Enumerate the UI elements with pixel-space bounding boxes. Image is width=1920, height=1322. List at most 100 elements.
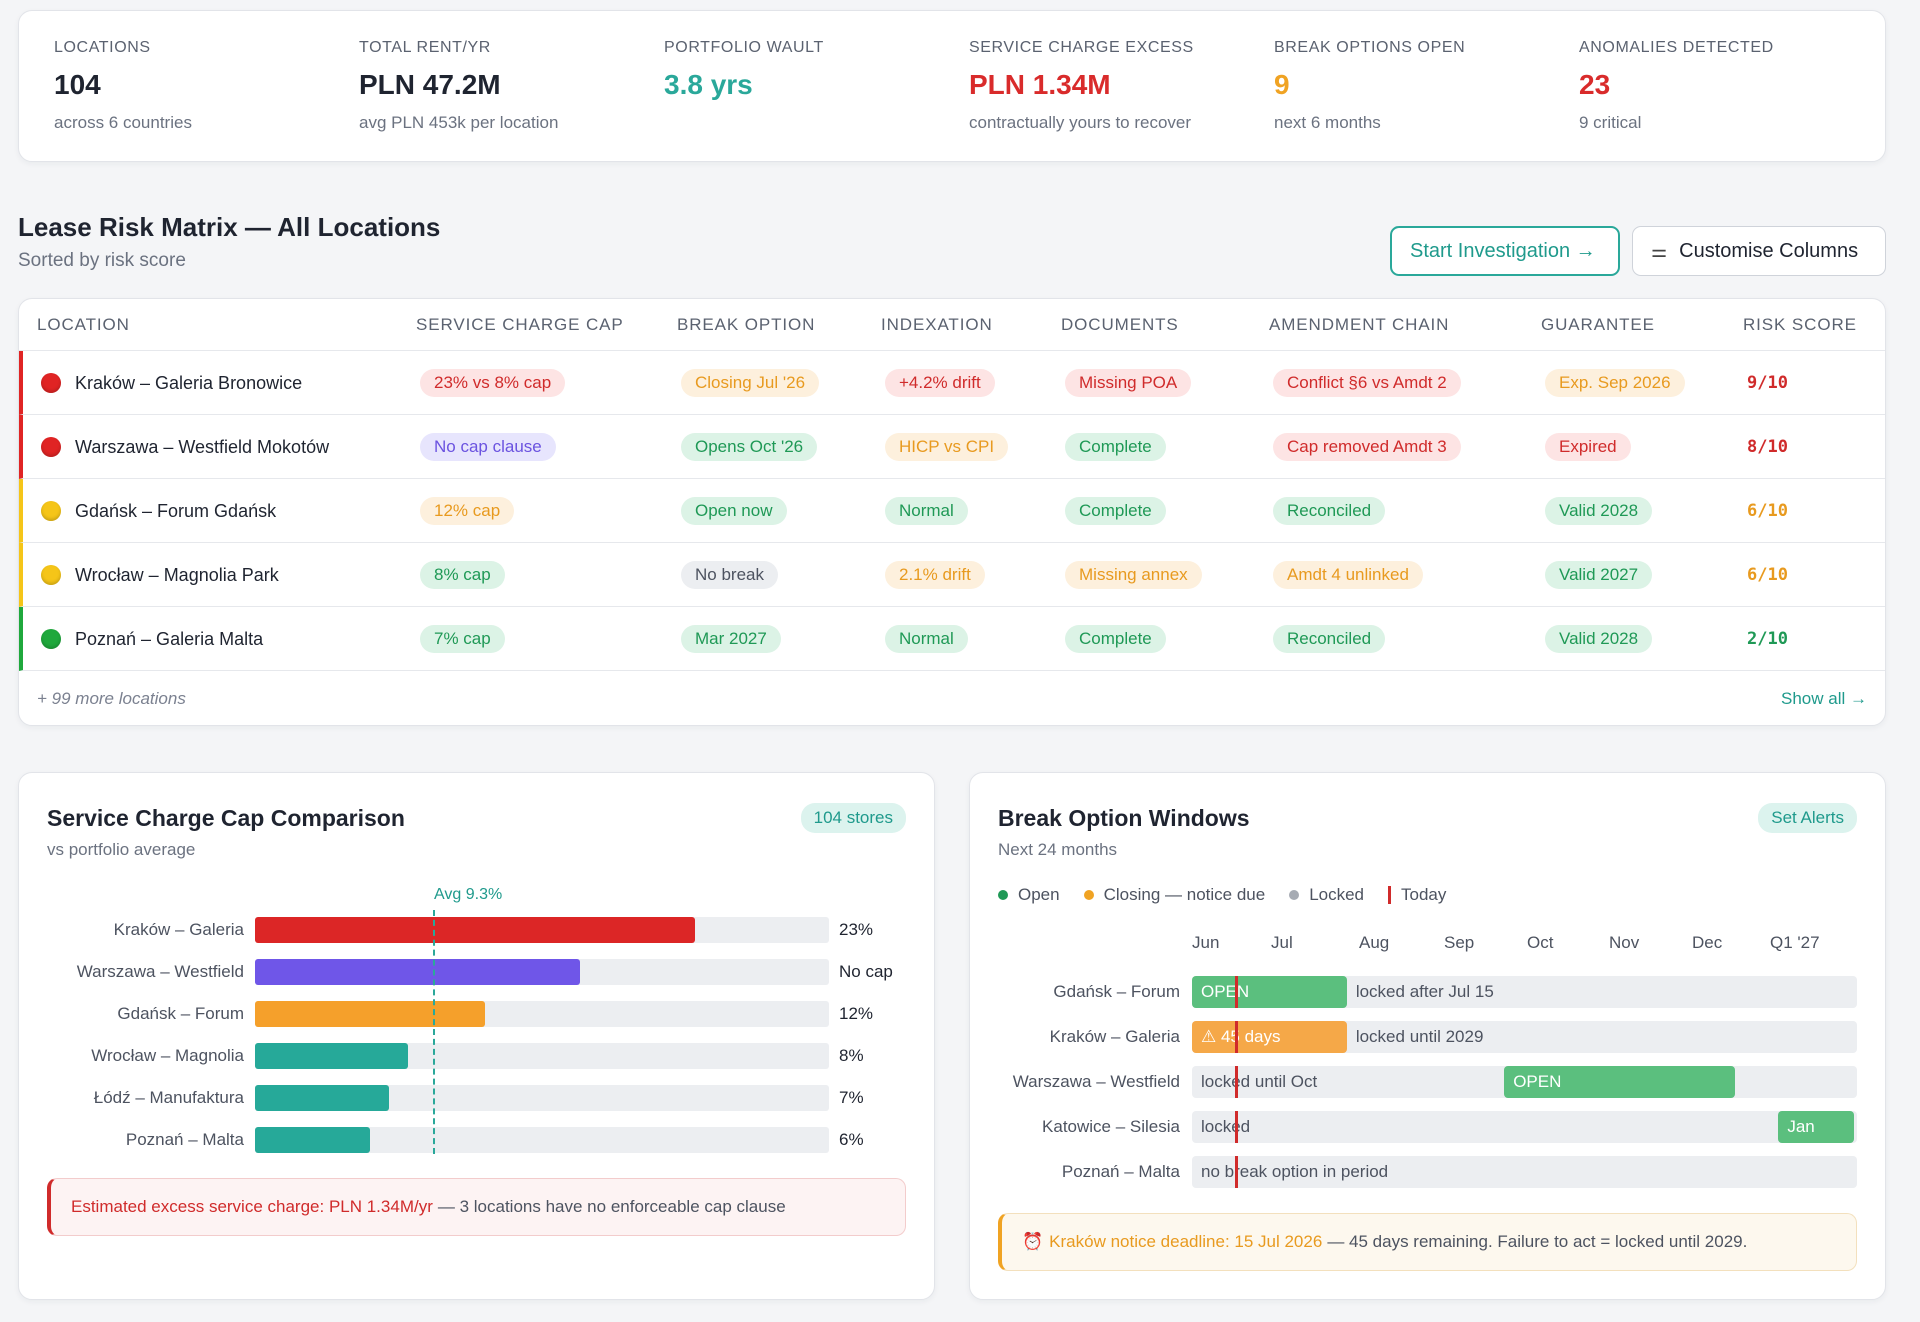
month-tick-label: Oct	[1527, 933, 1554, 952]
legend-bar	[1388, 886, 1392, 904]
location-name[interactable]: Poznań – Galeria Malta	[75, 628, 264, 649]
status-badge: Expired	[1545, 433, 1631, 461]
break-option-cell: Mar 2027	[681, 607, 781, 671]
table-row[interactable]: Poznań – Galeria Malta 7% cap Mar 2027 Norm…	[19, 607, 1885, 671]
today-marker	[1235, 1066, 1239, 1098]
col-header-documents[interactable]: DOCUMENTS	[1061, 314, 1179, 334]
break-window-segment[interactable]: ⚠ 45 days	[1192, 1021, 1347, 1053]
alert-strong: Estimated excess service charge: PLN 1.3…	[71, 1197, 433, 1216]
col-header-indexation[interactable]: INDEXATION	[881, 314, 993, 334]
status-badge: 2.1% drift	[885, 561, 985, 589]
timeline-track: Jan locked	[1192, 1111, 1857, 1143]
alert-strong: Kraków notice deadline: 15 Jul 2026	[1049, 1232, 1323, 1251]
kpi-value: 104	[54, 69, 101, 100]
documents-cell: Missing annex	[1065, 543, 1202, 607]
month-tick-label: Nov	[1609, 933, 1640, 952]
set-alerts-button[interactable]: Set Alerts	[1758, 803, 1857, 833]
average-reference-line	[432, 910, 435, 1154]
start-investigation-button[interactable]: Start Investigation →	[1390, 226, 1620, 276]
amendment-chain-cell: Reconciled	[1273, 479, 1386, 543]
col-header-break-option[interactable]: BREAK OPTION	[677, 314, 816, 334]
guarantee-cell: Valid 2027	[1545, 543, 1653, 607]
break-window-segment[interactable]: OPEN	[1504, 1066, 1736, 1098]
alert-rest: — 45 days remaining. Failure to act = lo…	[1327, 1232, 1748, 1251]
kpi-value: 3.8 yrs	[664, 69, 753, 100]
legend-open: Open	[998, 885, 1060, 905]
timeline-note: locked until 2029	[1355, 1027, 1484, 1046]
risk-score: 2/10	[1747, 629, 1788, 649]
bar[interactable]	[255, 1043, 409, 1069]
break-window-segment[interactable]: OPEN	[1192, 976, 1347, 1008]
status-dot-icon	[41, 629, 61, 649]
status-badge: Complete	[1065, 433, 1166, 461]
location-cell: Gdańsk – Forum Gdańsk	[41, 479, 276, 543]
kpi-sub: 9 critical	[1579, 113, 1642, 132]
bar-label: Gdańsk – Forum	[117, 1004, 244, 1023]
risk-score: 6/10	[1747, 501, 1788, 521]
kpi-service-charge-excess: SERVICE CHARGE EXCESS PLN 1.34M contract…	[969, 39, 1274, 161]
bar-value-label: 12%	[839, 1004, 874, 1023]
page-subtitle: Sorted by risk score	[18, 250, 186, 271]
bar-label: Warszawa – Westfield	[76, 962, 244, 981]
kpi-locations: LOCATIONS 104 across 6 countries	[54, 39, 359, 161]
page-title: Lease Risk Matrix — All Locations	[18, 212, 441, 242]
status-badge: Valid 2027	[1545, 561, 1653, 589]
documents-cell: Missing POA	[1065, 351, 1192, 415]
guarantee-cell: Expired	[1545, 415, 1631, 479]
break-window-segment[interactable]: Jan	[1778, 1111, 1855, 1143]
status-badge: Mar 2027	[681, 625, 781, 653]
timeline-note: locked until Oct	[1201, 1072, 1318, 1091]
bar-track	[255, 1127, 829, 1153]
excess-charge-alert: Estimated excess service charge: PLN 1.3…	[47, 1178, 906, 1236]
col-header-service-charge-cap[interactable]: SERVICE CHARGE CAP	[416, 314, 624, 334]
risk-score-cell: 6/10	[1747, 479, 1788, 543]
legend-dot	[998, 890, 1008, 900]
bar-track	[255, 1043, 829, 1069]
documents-cell: Complete	[1065, 607, 1166, 671]
service-charge-cap-cell: No cap clause	[420, 415, 556, 479]
location-name[interactable]: Warszawa – Westfield Mokotów	[75, 436, 330, 457]
amendment-chain-cell: Cap removed Amdt 3	[1273, 415, 1461, 479]
risk-score: 6/10	[1747, 565, 1788, 585]
col-header-location[interactable]: LOCATION	[37, 314, 130, 334]
indexation-cell: 2.1% drift	[885, 543, 985, 607]
timeline-note: locked after Jul 15	[1355, 982, 1494, 1001]
service-charge-cap-cell: 12% cap	[420, 479, 515, 543]
table-row[interactable]: Warszawa – Westfield Mokotów No cap claus…	[19, 415, 1885, 479]
lease-risk-table: LOCATION SERVICE CHARGE CAP BREAK OPTION…	[18, 298, 1886, 726]
customise-columns-button[interactable]: ⚌ Customise Columns	[1632, 226, 1886, 276]
status-badge: Valid 2028	[1545, 625, 1653, 653]
timeline-row-label: Kraków – Galeria	[1049, 1027, 1180, 1046]
location-name[interactable]: Kraków – Galeria Bronowice	[75, 372, 303, 393]
legend-dot	[1083, 890, 1094, 900]
bar[interactable]	[255, 1085, 389, 1111]
bar[interactable]	[255, 1127, 370, 1153]
table-row[interactable]: Wrocław – Magnolia Park 8% cap No break 2.1…	[19, 543, 1885, 607]
location-name[interactable]: Gdańsk – Forum Gdańsk	[75, 500, 277, 521]
indexation-cell: Normal	[885, 479, 968, 543]
indexation-cell: HICP vs CPI	[885, 415, 1009, 479]
status-badge: Opens Oct '26	[681, 433, 818, 461]
kpi-label: SERVICE CHARGE EXCESS	[969, 39, 1194, 56]
col-header-guarantee[interactable]: GUARANTEE	[1541, 314, 1655, 334]
status-badge: Normal	[885, 497, 968, 525]
location-cell: Poznań – Galeria Malta	[41, 607, 263, 671]
risk-score-cell: 6/10	[1747, 543, 1788, 607]
service-charge-cap-card: Service Charge Cap Comparison vs portfol…	[18, 772, 935, 1300]
risk-score: 8/10	[1747, 437, 1788, 457]
col-header-risk-score[interactable]: RISK SCORE	[1743, 314, 1857, 334]
show-all-link[interactable]: Show all →	[1781, 689, 1867, 708]
bar[interactable]	[255, 917, 696, 943]
location-name[interactable]: Wrocław – Magnolia Park	[75, 564, 279, 585]
bar[interactable]	[255, 959, 581, 985]
status-badge: 23% vs 8% cap	[420, 369, 566, 397]
bar-track	[255, 959, 829, 985]
table-row[interactable]: Kraków – Galeria Bronowice 23% vs 8% cap C…	[19, 351, 1885, 415]
table-row[interactable]: Gdańsk – Forum Gdańsk 12% cap Open now Norm…	[19, 479, 1885, 543]
bar-track	[255, 1001, 829, 1027]
status-badge: Missing annex	[1065, 561, 1202, 589]
table-footer: + 99 more locations Show all →	[19, 671, 1885, 725]
bar[interactable]	[255, 1001, 485, 1027]
status-dot-icon	[41, 373, 61, 393]
col-header-amendment-chain[interactable]: AMENDMENT CHAIN	[1269, 314, 1450, 334]
